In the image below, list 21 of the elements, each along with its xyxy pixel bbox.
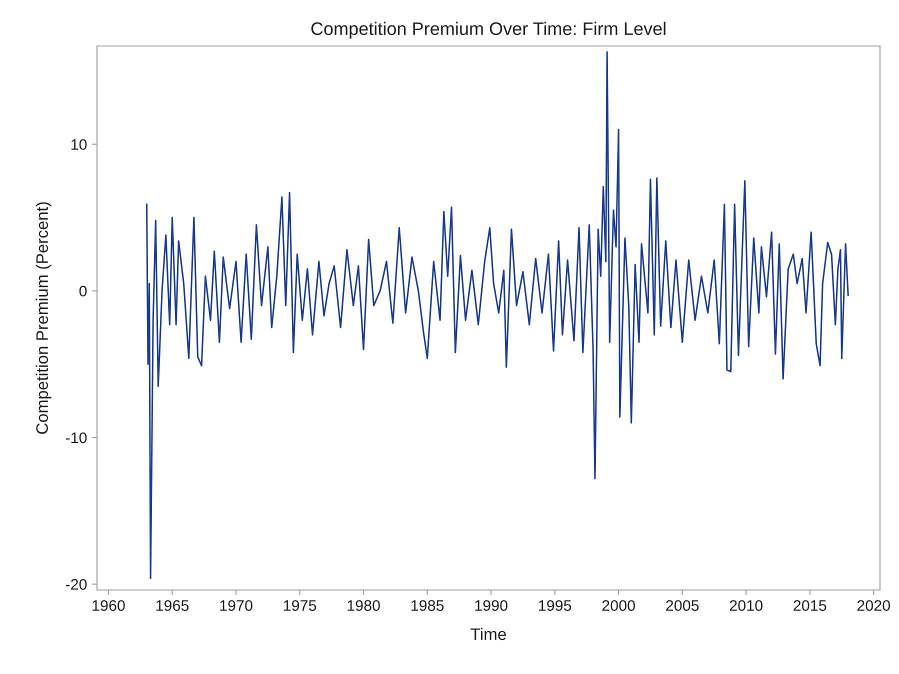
- line-series: [146, 51, 849, 580]
- x-tick-label: 2015: [794, 600, 826, 611]
- chart-title: Competition Premium Over Time: Firm Level: [311, 22, 666, 39]
- y-tick-label: -20: [66, 579, 87, 590]
- x-tick-label: 2000: [602, 600, 635, 611]
- y-tick-label: 10: [71, 139, 87, 150]
- x-tick-label: 1970: [220, 600, 252, 611]
- x-tick-label: 1960: [92, 600, 125, 611]
- y-tick-label: -10: [66, 432, 87, 444]
- x-tick-label: 2005: [666, 600, 699, 611]
- x-tick-label: 1965: [156, 600, 189, 611]
- x-axis-title: Time: [470, 628, 506, 640]
- x-tick-label: 1985: [411, 600, 444, 611]
- x-tick-label: 2010: [730, 600, 762, 611]
- x-tick-label: 1980: [348, 600, 380, 611]
- x-tick-label: 2020: [857, 600, 890, 611]
- y-tick-label: 0: [79, 286, 87, 297]
- y-axis-title: Competition Premium (Percent): [36, 202, 52, 434]
- x-tick-label: 1995: [538, 600, 572, 611]
- x-tick-label: 1975: [284, 600, 316, 611]
- x-tick-label: 1990: [475, 600, 508, 611]
